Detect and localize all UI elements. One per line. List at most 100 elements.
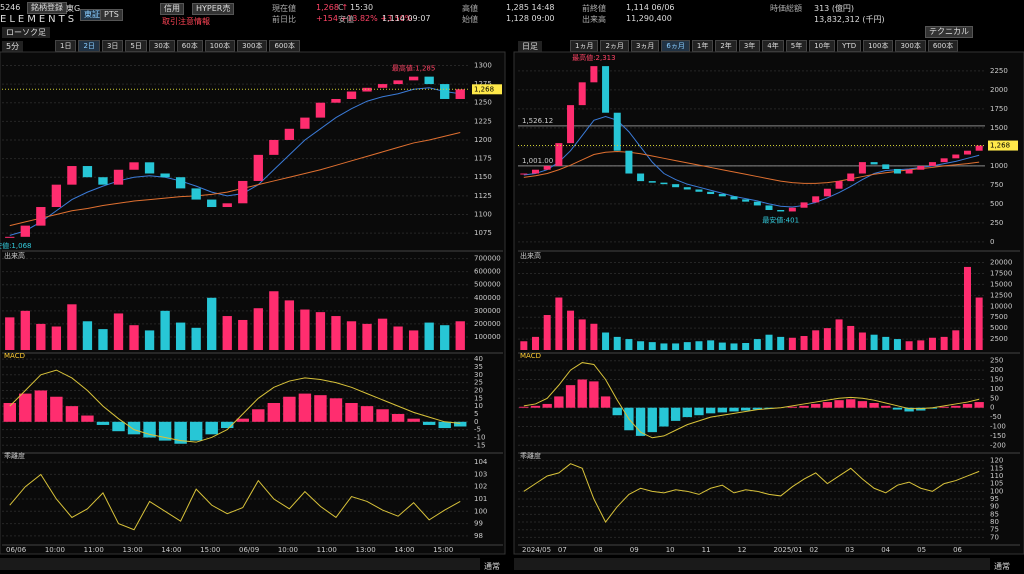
quote-label: 始値 [462, 15, 478, 24]
quote-value: 1,114 09:07 [382, 14, 431, 23]
candle [377, 84, 388, 88]
y-tick-label: 300000 [474, 307, 501, 315]
macd-bar [189, 421, 203, 441]
candle [800, 202, 808, 208]
pane-title: MACD [520, 352, 541, 360]
candle [695, 189, 703, 192]
macd-bar [554, 396, 564, 408]
y-tick-label: -200 [990, 441, 1006, 449]
mode[interactable]: 通常 [484, 562, 500, 571]
y-tick-label: 20 [474, 386, 483, 394]
candle [440, 84, 450, 99]
register-button[interactable]: 銘柄登録 [27, 2, 67, 14]
chart-style[interactable]: ローソク足 [2, 27, 50, 38]
y-tick-label: 75 [990, 526, 999, 534]
pane-title: MACD [4, 352, 25, 360]
volume-bar [20, 310, 30, 350]
candle [20, 225, 30, 237]
volume-bar [940, 336, 948, 350]
moving-average [523, 115, 980, 208]
x-tick-label: 08 [594, 546, 603, 554]
y-tick-label: 99 [474, 520, 483, 528]
candle [928, 162, 936, 166]
x-tick-label: 02 [809, 546, 818, 554]
volume-bar [917, 340, 925, 350]
macd-bar [846, 399, 856, 408]
volume-bar [51, 326, 62, 350]
range-button[interactable]: 30本 [148, 40, 175, 52]
volume-bar [800, 336, 808, 350]
candle [393, 80, 403, 85]
macd-bar [565, 385, 576, 408]
macd-bar [298, 393, 312, 422]
candle [812, 196, 820, 203]
y-tick-label: 105 [990, 480, 1003, 488]
y-tick-label: 100 [990, 487, 1003, 495]
x-tick-label: 05 [917, 546, 926, 554]
x-tick-label: 10 [666, 546, 675, 554]
y-tick-label: 250 [990, 357, 1003, 365]
volume-bar [882, 336, 890, 350]
x-tick-label: 13:00 [356, 546, 376, 554]
scrollbar[interactable] [514, 558, 990, 570]
volume-bar [269, 291, 279, 350]
volume-bar [520, 341, 528, 350]
volume-bar [905, 341, 913, 350]
market: 東G [66, 4, 81, 13]
candle [835, 181, 843, 189]
quote-label: 高値 [462, 4, 478, 13]
candle [590, 66, 598, 83]
volume-bar [393, 326, 403, 350]
candle [905, 169, 913, 174]
volume-bar [625, 339, 633, 350]
macd-bar [252, 409, 265, 422]
y-tick-label: 1000 [990, 162, 1008, 170]
volume-bar [753, 339, 761, 350]
technical-button[interactable]: テクニカル [925, 26, 973, 38]
candle [222, 203, 232, 208]
volume-bar [672, 343, 680, 350]
code: 5246 [0, 3, 21, 12]
y-tick-label: 80 [990, 518, 999, 526]
volume-bar [160, 310, 170, 350]
y-tick-label: 10 [474, 402, 483, 410]
volume-bar [238, 319, 248, 350]
y-tick-label: -10 [474, 433, 485, 441]
volume-bar [742, 343, 750, 350]
y-tick-label: 35 [474, 363, 483, 371]
mode[interactable]: 通常 [994, 562, 1010, 571]
candle [707, 191, 715, 195]
interval[interactable]: 5分 [2, 41, 24, 52]
candle [300, 117, 310, 129]
pts-tab[interactable]: PTS [100, 9, 123, 21]
candle [424, 76, 434, 85]
volume-bar [284, 300, 295, 350]
y-tick-label: 30 [474, 371, 483, 379]
macd-bar [422, 421, 436, 425]
y-tick-label: 1150 [474, 173, 492, 181]
volume-bar [346, 321, 357, 350]
candle [253, 154, 263, 181]
candle [870, 162, 878, 165]
macd-bar [612, 407, 622, 416]
y-tick-label: 15000 [990, 280, 1012, 288]
y-tick-label: 5 [474, 410, 478, 418]
y-tick-label: 101 [474, 495, 487, 503]
candle [578, 82, 586, 106]
candle [207, 199, 217, 208]
macd-bar [705, 407, 716, 414]
warning[interactable]: 取引注意情報 [162, 17, 210, 26]
chart-style[interactable]: 日足 [518, 41, 542, 52]
volume-bar [590, 323, 598, 350]
y-tick-label: 120 [990, 457, 1003, 465]
volume-bar [893, 339, 901, 350]
x-tick-label: 14:00 [394, 546, 414, 554]
volume-bar [191, 327, 201, 350]
volume-bar [377, 318, 388, 350]
candle [36, 207, 46, 226]
deviation-line [523, 463, 980, 523]
volume-bar [835, 319, 843, 350]
macd-bar [407, 418, 420, 422]
scrollbar[interactable] [0, 558, 480, 570]
y-tick-label: 0 [990, 238, 994, 246]
